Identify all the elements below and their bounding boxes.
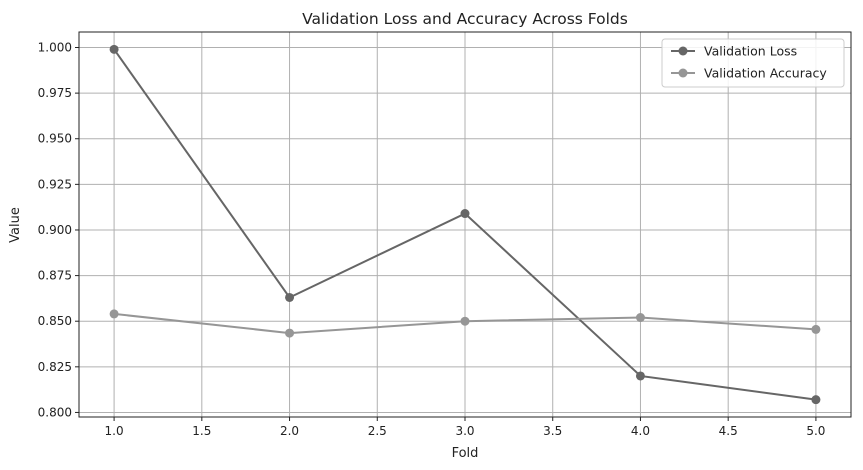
x-tick-label: 5.0 (806, 424, 825, 438)
validation-accuracy-point (635, 313, 645, 323)
axis-ticks: 1.0 1.5 2.0 2.5 3.0 3.5 4.0 4.5 5.0 0.800 0.825 0.8… (38, 41, 826, 438)
x-tick-label: 4.0 (631, 424, 650, 438)
validation-loss-legend-marker (678, 46, 688, 56)
x-tick-label: 2.0 (280, 424, 299, 438)
x-tick-label: 1.0 (105, 424, 124, 438)
y-tick-label: 1.000 (38, 41, 72, 55)
chart-title: Validation Loss and Accuracy Across Fold… (302, 10, 628, 28)
validation-accuracy-point (285, 328, 295, 338)
validation-loss-point (811, 395, 821, 405)
x-axis-label: Fold (452, 446, 479, 461)
x-tick-label: 1.5 (192, 424, 211, 438)
validation-accuracy-point (460, 316, 470, 326)
y-tick-label: 0.950 (38, 132, 72, 146)
y-axis-label: Value (8, 207, 23, 243)
x-tick-label: 3.0 (455, 424, 474, 438)
validation-loss-point (285, 292, 295, 302)
y-tick-label: 0.825 (38, 360, 72, 374)
x-tick-label: 3.5 (543, 424, 562, 438)
y-tick-label: 0.875 (38, 269, 72, 283)
y-tick-label: 0.900 (38, 223, 72, 237)
validation-loss-point (635, 371, 645, 381)
y-tick-label: 0.925 (38, 177, 72, 191)
legend-label: Validation Accuracy (704, 66, 827, 81)
y-tick-label: 0.975 (38, 86, 72, 100)
legend-label: Validation Loss (704, 44, 797, 59)
y-tick-label: 0.850 (38, 314, 72, 328)
validation-accuracy-legend-marker (678, 68, 688, 78)
x-tick-label: 4.5 (719, 424, 738, 438)
x-tick-label: 2.5 (368, 424, 387, 438)
grid (79, 32, 851, 417)
validation-accuracy-point (109, 309, 119, 319)
legend: Validation Loss Validation Accuracy (661, 38, 845, 88)
validation-accuracy-point (811, 324, 821, 334)
validation-loss-point (460, 209, 470, 219)
validation-loss-point (109, 44, 119, 54)
plot-series (109, 44, 821, 405)
y-tick-label: 0.800 (38, 405, 72, 419)
legend-frame (661, 38, 845, 88)
